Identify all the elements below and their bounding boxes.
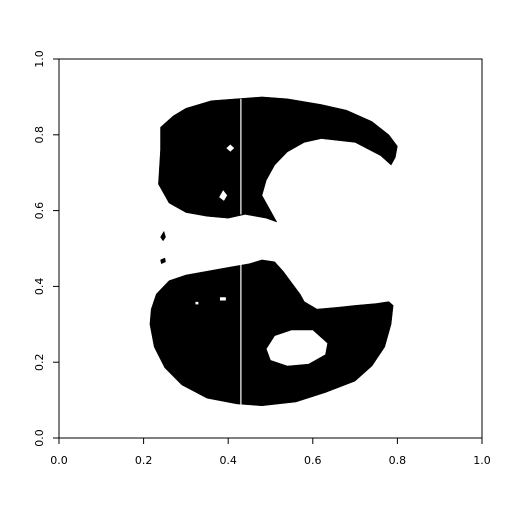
x-tick-label: 0.6: [304, 454, 322, 467]
x-axis: 0.0 0.2 0.4 0.6 0.8 1.0: [50, 438, 491, 467]
y-tick-label: 0.6: [33, 202, 46, 220]
y-tick-label: 1.0: [33, 50, 46, 68]
x-tick-label: 0.0: [50, 454, 68, 467]
y-tick-label: 0.2: [33, 353, 46, 371]
image-regions: [149, 96, 398, 407]
y-tick-label: 0.4: [33, 278, 46, 296]
x-tick-label: 1.0: [473, 454, 491, 467]
x-tick-label: 0.2: [135, 454, 153, 467]
speckle-2: [160, 257, 166, 265]
x-tick-label: 0.8: [389, 454, 407, 467]
x-tick-label: 0.4: [219, 454, 237, 467]
y-axis: 0.0 0.2 0.4 0.6 0.8 1.0: [33, 50, 59, 447]
y-tick-label: 0.8: [33, 126, 46, 144]
upper-lobe-0: [158, 96, 398, 223]
plot-frame: [58, 58, 483, 439]
y-tick-label: 0.0: [33, 429, 46, 447]
lower-lobe-1: [149, 259, 394, 407]
speckle-3: [160, 230, 166, 242]
